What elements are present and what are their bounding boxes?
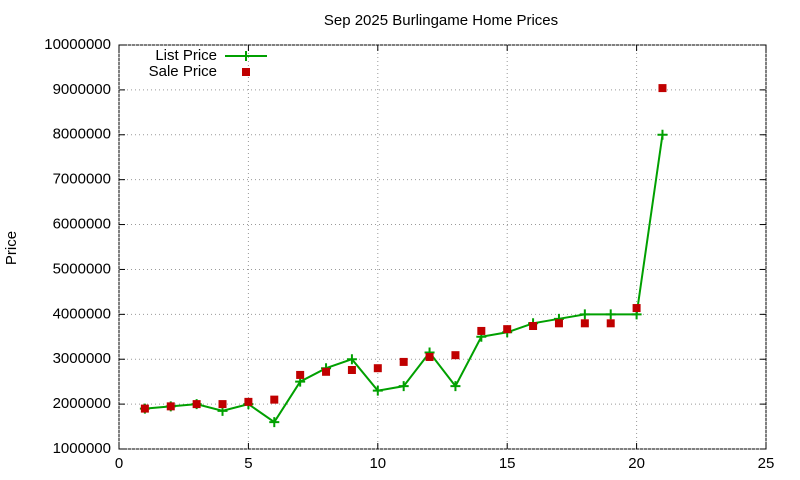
point-marker — [657, 129, 668, 140]
scatter-point — [218, 400, 227, 409]
y-tick-label: 3000000 — [53, 350, 111, 367]
point-marker — [398, 381, 409, 392]
scatter-point — [477, 326, 486, 335]
y-tick-label: 10000000 — [44, 36, 111, 53]
legend-label: Sale Price — [149, 63, 217, 80]
scatter-point — [347, 365, 356, 374]
scatter-point — [270, 395, 279, 404]
x-tick-label: 10 — [369, 455, 386, 472]
scatter-point — [451, 351, 460, 360]
scatter-point — [580, 319, 589, 328]
legend-label: List Price — [155, 47, 217, 64]
chart-title: Sep 2025 Burlingame Home Prices — [324, 12, 558, 29]
scatter-point — [632, 304, 641, 313]
y-tick-label: 9000000 — [53, 81, 111, 98]
point-marker — [372, 385, 383, 396]
y-tick-label: 7000000 — [53, 171, 111, 188]
y-tick-label: 2000000 — [53, 395, 111, 412]
scatter-point — [244, 397, 253, 406]
y-tick-label: 4000000 — [53, 305, 111, 322]
scatter-point — [296, 370, 305, 379]
scatter-point — [606, 319, 615, 328]
x-tick-label: 5 — [244, 455, 252, 472]
scatter-point — [658, 84, 667, 93]
y-tick-label: 8000000 — [53, 126, 111, 143]
scatter-point — [399, 357, 408, 366]
point-marker — [605, 309, 616, 320]
scatter-point — [425, 352, 434, 361]
y-tick-label: 6000000 — [53, 216, 111, 233]
scatter-point — [140, 404, 149, 413]
scatter-point — [503, 325, 512, 334]
scatter-point — [554, 319, 563, 328]
point-marker — [450, 381, 461, 392]
x-tick-label: 25 — [758, 455, 775, 472]
point-marker — [346, 354, 357, 365]
y-tick-label: 5000000 — [53, 260, 111, 277]
y-tick-label: 1000000 — [53, 440, 111, 457]
point-marker — [579, 309, 590, 320]
scatter-point — [192, 400, 201, 409]
legend-swatch — [241, 51, 251, 61]
scatter-point — [166, 402, 175, 411]
y-axis-label: Price — [3, 231, 20, 265]
scatter-point — [529, 322, 538, 331]
scatter-point — [373, 364, 382, 373]
x-tick-label: 15 — [499, 455, 516, 472]
scatter-point — [322, 367, 331, 376]
point-marker — [269, 417, 280, 428]
legend-swatch — [242, 68, 250, 76]
x-tick-label: 0 — [115, 455, 123, 472]
x-tick-label: 20 — [628, 455, 645, 472]
plot-frame — [118, 44, 767, 450]
